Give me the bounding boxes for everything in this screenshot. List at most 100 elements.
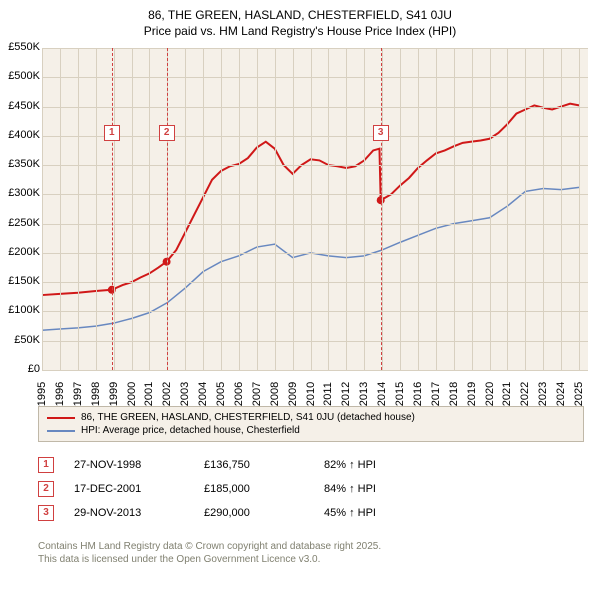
x-tick-label: 1999 — [108, 379, 120, 409]
x-tick-label: 2015 — [394, 379, 406, 409]
x-tick-label: 2000 — [126, 379, 138, 409]
event-price: £185,000 — [204, 483, 324, 495]
x-tick-label: 1997 — [72, 379, 84, 409]
y-tick-label: £500K — [0, 70, 40, 82]
x-tick-label: 2003 — [179, 379, 191, 409]
gridline-h — [42, 77, 588, 78]
x-tick-label: 2008 — [269, 379, 281, 409]
x-tick-label: 2007 — [251, 379, 263, 409]
event-table-row: 2 17-DEC-2001£185,00084% ↑ HPI — [38, 479, 424, 499]
x-tick-label: 2023 — [537, 379, 549, 409]
event-num: 2 — [38, 481, 54, 497]
event-table-row: 127-NOV-1998£136,75082% ↑ HPI — [38, 455, 424, 475]
gridline-h — [42, 370, 588, 371]
gridline-v — [364, 48, 365, 370]
x-tick-label: 2025 — [573, 379, 585, 409]
y-tick-label: £400K — [0, 129, 40, 141]
gridline-v — [275, 48, 276, 370]
legend-label: 86, THE GREEN, HASLAND, CHESTERFIELD, S4… — [81, 412, 415, 423]
x-tick-label: 2016 — [412, 379, 424, 409]
x-tick-label: 2005 — [215, 379, 227, 409]
event-marker: 1 — [104, 125, 120, 141]
event-table-row: 329-NOV-2013£290,00045% ↑ HPI — [38, 503, 424, 523]
y-tick-label: £550K — [0, 41, 40, 53]
gridline-v — [507, 48, 508, 370]
gridline-h — [42, 224, 588, 225]
gridline-v — [346, 48, 347, 370]
legend-swatch — [47, 417, 75, 419]
gridline-v — [579, 48, 580, 370]
gridline-v — [239, 48, 240, 370]
gridline-v — [60, 48, 61, 370]
gridline-h — [42, 194, 588, 195]
x-tick-label: 2002 — [161, 379, 173, 409]
y-tick-label: £50K — [0, 334, 40, 346]
title-line2: Price paid vs. HM Land Registry's House … — [0, 24, 600, 40]
gridline-v — [436, 48, 437, 370]
gridline-v — [561, 48, 562, 370]
legend-item: 86, THE GREEN, HASLAND, CHESTERFIELD, S4… — [47, 411, 575, 424]
event-line — [167, 48, 168, 370]
x-tick-label: 2011 — [322, 379, 334, 409]
y-tick-label: £200K — [0, 246, 40, 258]
gridline-v — [221, 48, 222, 370]
gridline-v — [114, 48, 115, 370]
x-tick-label: 2017 — [430, 379, 442, 409]
y-tick-label: £250K — [0, 217, 40, 229]
x-tick-label: 2020 — [484, 379, 496, 409]
x-tick-label: 1995 — [36, 379, 48, 409]
legend-item: HPI: Average price, detached house, Ches… — [47, 424, 575, 437]
event-date: 17-DEC-2001 — [74, 483, 204, 495]
gridline-v — [418, 48, 419, 370]
gridline-v — [293, 48, 294, 370]
event-date: 29-NOV-2013 — [74, 507, 204, 519]
gridline-h — [42, 48, 588, 49]
x-tick-label: 2010 — [305, 379, 317, 409]
gridline-v — [257, 48, 258, 370]
event-table: 127-NOV-1998£136,75082% ↑ HPI217-DEC-200… — [38, 455, 424, 527]
gridline-v — [78, 48, 79, 370]
event-num: 1 — [38, 457, 54, 473]
footer-line1: Contains HM Land Registry data © Crown c… — [38, 540, 381, 553]
plot-area — [42, 48, 588, 370]
footer-text: Contains HM Land Registry data © Crown c… — [38, 540, 381, 566]
y-tick-label: £300K — [0, 187, 40, 199]
gridline-h — [42, 341, 588, 342]
event-pct: 45% ↑ HPI — [324, 507, 424, 519]
gridline-v — [490, 48, 491, 370]
gridline-h — [42, 107, 588, 108]
gridline-v — [149, 48, 150, 370]
footer-line2: This data is licensed under the Open Gov… — [38, 553, 381, 566]
gridline-v — [203, 48, 204, 370]
x-tick-label: 2019 — [466, 379, 478, 409]
gridline-h — [42, 282, 588, 283]
event-date: 27-NOV-1998 — [74, 459, 204, 471]
x-tick-label: 1998 — [90, 379, 102, 409]
gridline-v — [185, 48, 186, 370]
gridline-v — [311, 48, 312, 370]
gridline-v — [42, 48, 43, 370]
gridline-v — [454, 48, 455, 370]
x-tick-label: 2004 — [197, 379, 209, 409]
event-marker: 3 — [373, 125, 389, 141]
event-line — [112, 48, 113, 370]
event-pct: 84% ↑ HPI — [324, 483, 424, 495]
event-price: £290,000 — [204, 507, 324, 519]
gridline-v — [472, 48, 473, 370]
legend-swatch — [47, 430, 75, 432]
gridline-v — [525, 48, 526, 370]
gridline-v — [328, 48, 329, 370]
legend: 86, THE GREEN, HASLAND, CHESTERFIELD, S4… — [38, 406, 584, 442]
y-tick-label: £350K — [0, 158, 40, 170]
gridline-v — [543, 48, 544, 370]
x-tick-label: 2024 — [555, 379, 567, 409]
x-tick-label: 2014 — [376, 379, 388, 409]
x-tick-label: 2013 — [358, 379, 370, 409]
x-tick-label: 2001 — [143, 379, 155, 409]
gridline-v — [382, 48, 383, 370]
x-tick-label: 2022 — [519, 379, 531, 409]
y-tick-label: £0 — [0, 363, 40, 375]
x-tick-label: 2021 — [501, 379, 513, 409]
y-tick-label: £100K — [0, 304, 40, 316]
gridline-v — [96, 48, 97, 370]
